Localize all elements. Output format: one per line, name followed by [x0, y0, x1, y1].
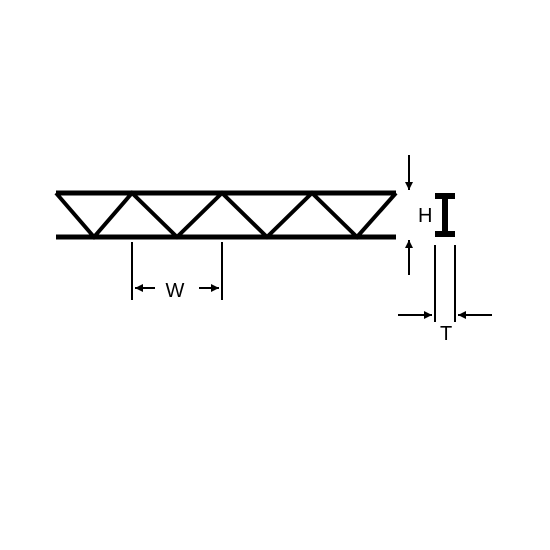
ibeam-bottom-flange — [435, 231, 455, 237]
dim-w-label: W — [166, 280, 185, 302]
dim-t-label: T — [440, 323, 452, 345]
truss-web — [56, 193, 396, 237]
ibeam-top-flange — [435, 193, 455, 199]
dim-h-label: H — [418, 205, 432, 227]
ibeam-web — [442, 199, 448, 231]
truss-diagram: H W T — [0, 0, 550, 550]
